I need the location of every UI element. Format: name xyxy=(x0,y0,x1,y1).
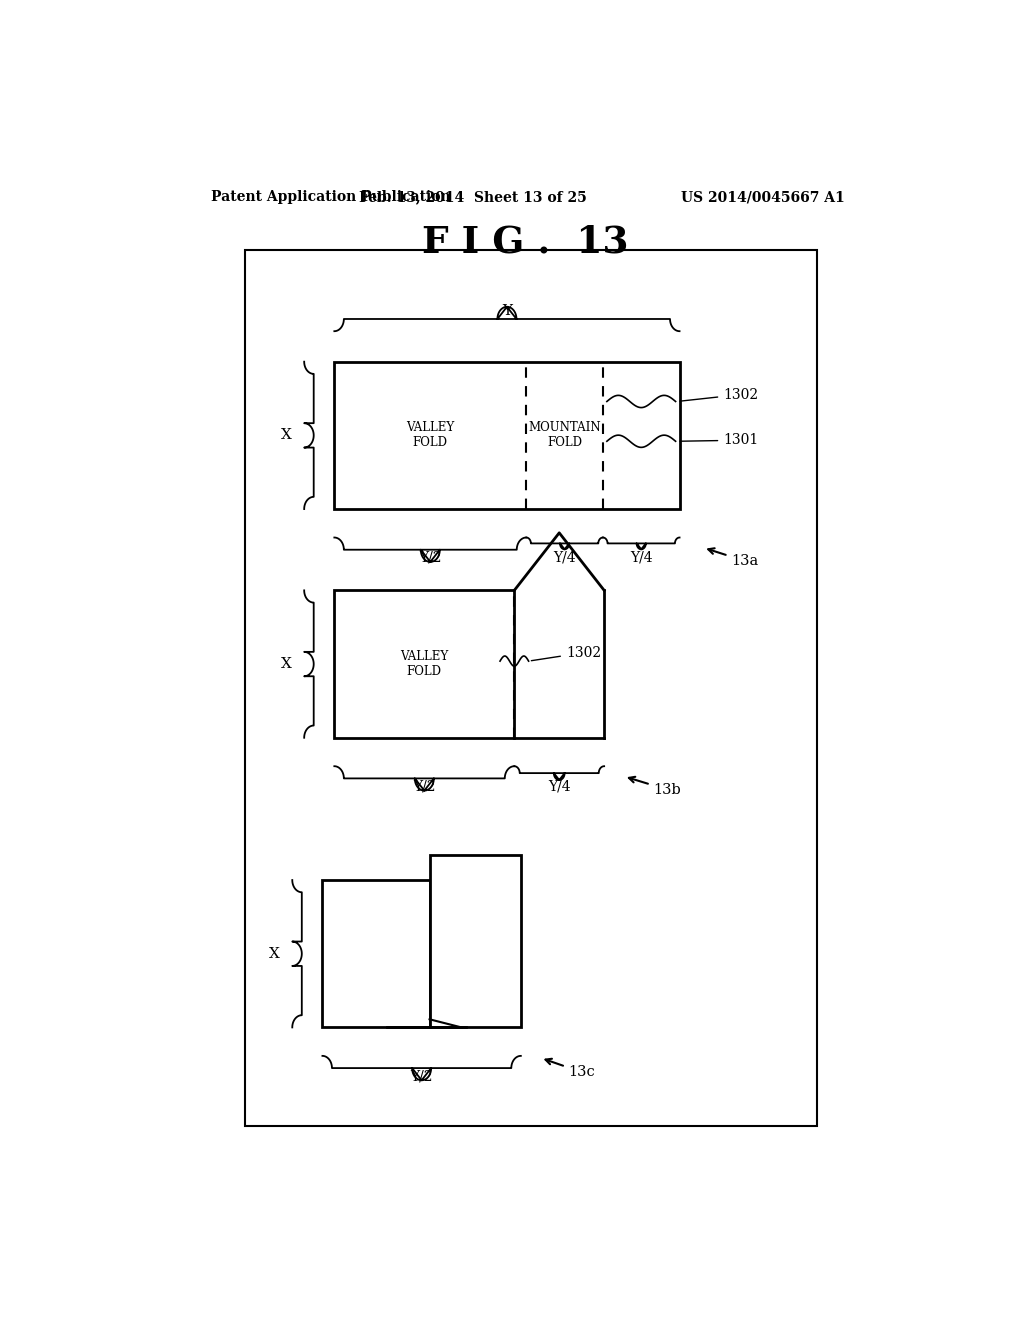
Text: 13a: 13a xyxy=(709,548,759,568)
Text: Patent Application Publication: Patent Application Publication xyxy=(211,190,451,205)
Bar xyxy=(334,362,680,510)
Text: 1302: 1302 xyxy=(531,645,601,661)
Text: US 2014/0045667 A1: US 2014/0045667 A1 xyxy=(681,190,845,205)
Text: 13c: 13c xyxy=(546,1059,595,1080)
Text: Y/4: Y/4 xyxy=(553,550,575,565)
Text: Feb. 13, 2014  Sheet 13 of 25: Feb. 13, 2014 Sheet 13 of 25 xyxy=(359,190,587,205)
Bar xyxy=(334,590,514,738)
Bar xyxy=(323,880,430,1027)
Text: F I G .  13: F I G . 13 xyxy=(422,223,628,260)
Text: Y/4: Y/4 xyxy=(548,780,570,793)
Text: VALLEY
FOLD: VALLEY FOLD xyxy=(407,421,455,449)
Text: Y/2: Y/2 xyxy=(411,1069,433,1084)
Text: Y/2: Y/2 xyxy=(413,780,435,793)
Text: Y: Y xyxy=(502,304,512,318)
Text: X: X xyxy=(282,429,292,442)
Text: MOUNTAIN
FOLD: MOUNTAIN FOLD xyxy=(528,421,601,449)
Text: 1301: 1301 xyxy=(680,433,759,447)
Bar xyxy=(246,249,817,1126)
Text: VALLEY
FOLD: VALLEY FOLD xyxy=(400,649,449,678)
Text: X: X xyxy=(269,946,281,961)
Text: X: X xyxy=(282,657,292,671)
Text: 1302: 1302 xyxy=(680,388,759,401)
Text: Y/2: Y/2 xyxy=(419,550,441,565)
Bar xyxy=(430,854,521,1027)
Text: Y/4: Y/4 xyxy=(630,550,652,565)
Text: 13b: 13b xyxy=(629,776,681,797)
